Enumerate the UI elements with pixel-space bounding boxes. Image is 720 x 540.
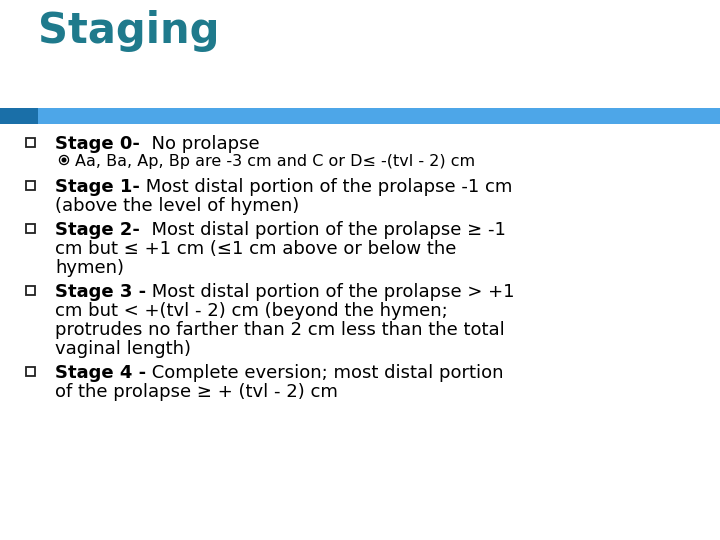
Bar <box>25 181 35 190</box>
Text: Stage 3 -: Stage 3 - <box>55 283 146 301</box>
Text: cm but < +(tvl - 2) cm (beyond the hymen;: cm but < +(tvl - 2) cm (beyond the hymen… <box>55 302 448 320</box>
Text: No prolapse: No prolapse <box>140 135 259 153</box>
Text: Stage 0-: Stage 0- <box>55 135 140 153</box>
Text: Aa, Ba, Ap, Bp are -3 cm and C or D≤ -(tvl - 2) cm: Aa, Ba, Ap, Bp are -3 cm and C or D≤ -(t… <box>75 154 475 169</box>
Bar <box>0 108 38 124</box>
Circle shape <box>62 158 66 162</box>
Text: Staging: Staging <box>38 10 220 52</box>
Bar <box>38 108 720 124</box>
Text: vaginal length): vaginal length) <box>55 340 191 358</box>
Text: Stage 2-: Stage 2- <box>55 221 140 239</box>
Bar <box>25 367 35 376</box>
Text: Stage 1-: Stage 1- <box>55 178 140 196</box>
Circle shape <box>60 156 68 165</box>
Text: Stage 4 -: Stage 4 - <box>55 364 146 382</box>
Text: protrudes no farther than 2 cm less than the total: protrudes no farther than 2 cm less than… <box>55 321 505 339</box>
Text: Complete eversion; most distal portion: Complete eversion; most distal portion <box>146 364 503 382</box>
Bar <box>25 138 35 147</box>
Text: hymen): hymen) <box>55 259 124 277</box>
Bar <box>25 224 35 233</box>
Bar <box>25 286 35 295</box>
Text: Most distal portion of the prolapse -1 cm: Most distal portion of the prolapse -1 c… <box>140 178 512 196</box>
Text: Most distal portion of the prolapse > +1: Most distal portion of the prolapse > +1 <box>146 283 515 301</box>
Text: Most distal portion of the prolapse ≥ -1: Most distal portion of the prolapse ≥ -1 <box>140 221 505 239</box>
Text: of the prolapse ≥ + (tvl - 2) cm: of the prolapse ≥ + (tvl - 2) cm <box>55 383 338 401</box>
Text: (above the level of hymen): (above the level of hymen) <box>55 197 300 215</box>
Circle shape <box>60 157 67 163</box>
Text: cm but ≤ +1 cm (≤1 cm above or below the: cm but ≤ +1 cm (≤1 cm above or below the <box>55 240 456 258</box>
